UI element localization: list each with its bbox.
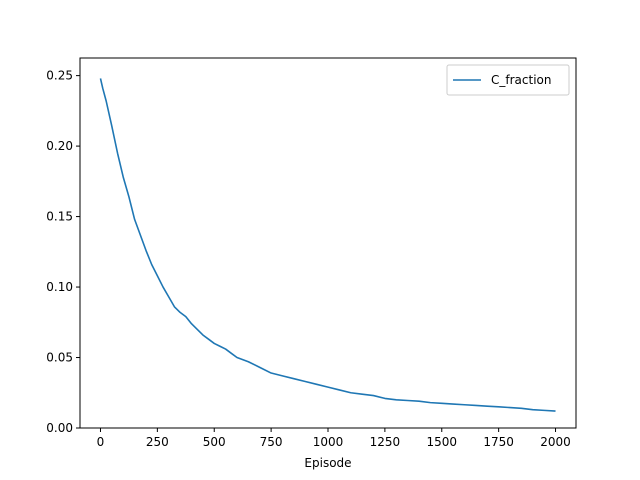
x-tick-label: 1750 (483, 435, 514, 449)
y-axis-ticks: 0.00 0.05 0.10 0.15 0.20 0.25 (46, 69, 80, 435)
series-layer (99, 78, 556, 412)
y-tick-label: 0.25 (46, 69, 73, 83)
series-line-c-fraction (99, 78, 556, 412)
x-tick-label: 0 (97, 435, 105, 449)
x-tick-label: 1250 (370, 435, 401, 449)
y-tick-label: 0.20 (46, 139, 73, 153)
legend: C_fraction (446, 64, 570, 96)
legend-box (446, 64, 570, 96)
plot-area (80, 58, 576, 428)
y-tick-label: 0.00 (46, 421, 73, 435)
y-tick-label: 0.05 (46, 351, 73, 365)
legend-label: C_fraction (491, 73, 551, 87)
plot-frame (79, 57, 577, 429)
x-tick-label: 250 (146, 435, 169, 449)
x-tick-label: 750 (260, 435, 283, 449)
x-tick-label: 500 (203, 435, 226, 449)
x-axis-label: Episode (304, 456, 351, 470)
x-axis-ticks: 0 250 500 750 1000 1250 1500 1750 2000 (97, 428, 571, 449)
y-tick-label: 0.15 (46, 210, 73, 224)
x-tick-label: 1000 (313, 435, 344, 449)
x-tick-label: 2000 (540, 435, 571, 449)
y-tick-label: 0.10 (46, 280, 73, 294)
x-tick-label: 1500 (426, 435, 457, 449)
